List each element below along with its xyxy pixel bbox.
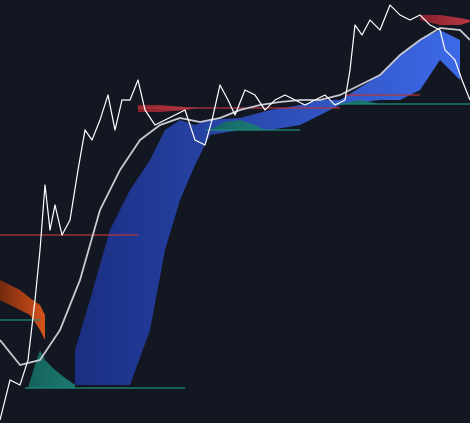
band xyxy=(75,30,460,385)
series-line xyxy=(0,27,470,366)
band xyxy=(210,120,265,130)
series-line xyxy=(0,4,470,421)
band xyxy=(420,15,470,25)
band xyxy=(0,280,45,340)
band xyxy=(340,100,380,104)
